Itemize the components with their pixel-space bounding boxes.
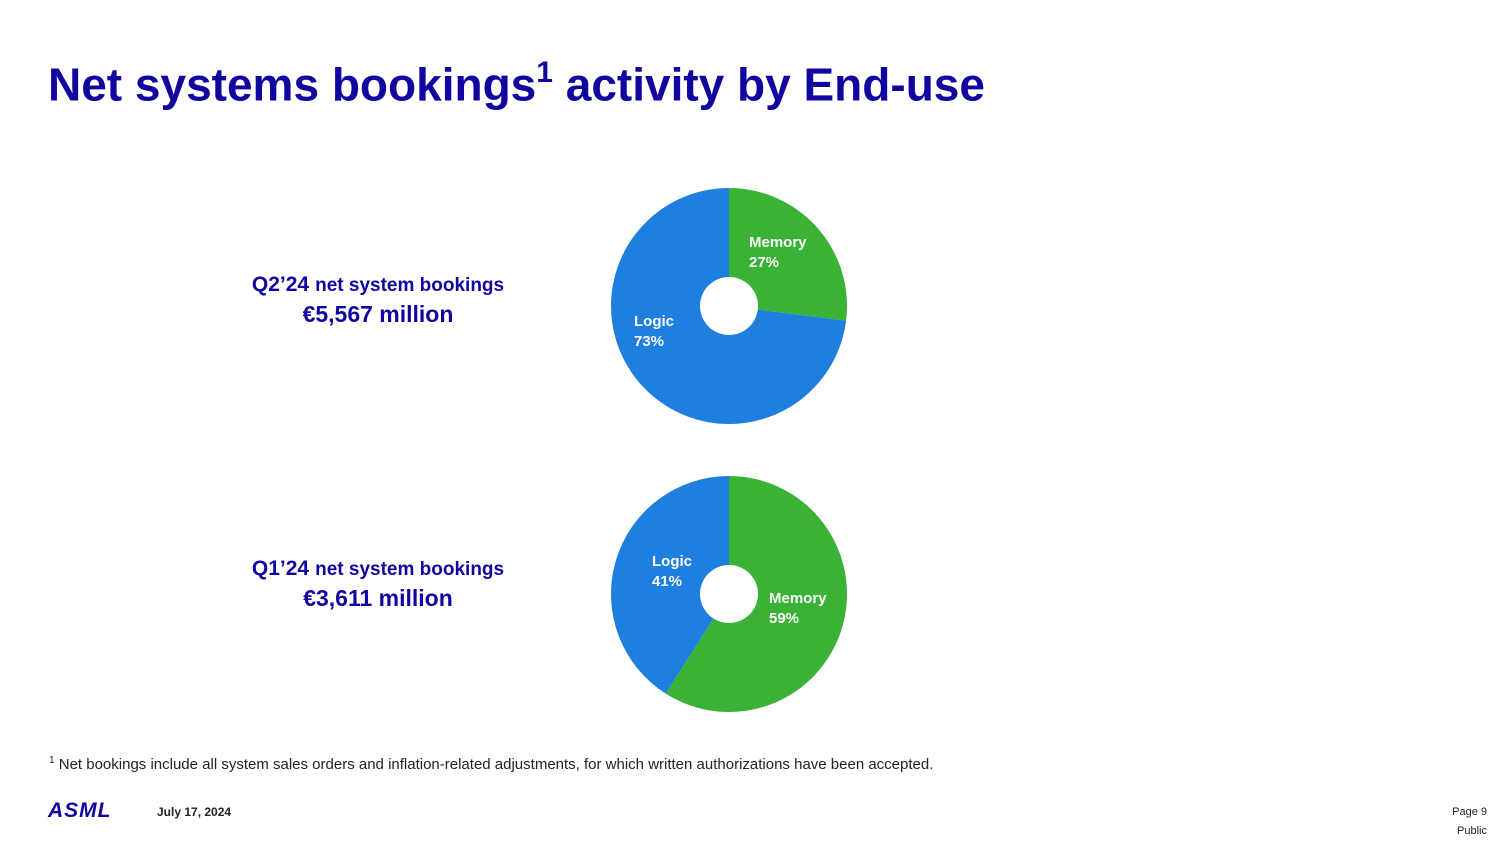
q1-bookings-caption: Q1’24 net system bookings €3,611 million [228,557,528,612]
q2-slice-label-logic: Logic [634,313,674,330]
footnote: 1 Net bookings include all system sales … [49,755,934,773]
title-footnote-marker: 1 [536,56,553,89]
page-number: Page 9 [1452,806,1487,818]
q2-total-amount: €5,567 million [302,301,454,327]
footer-date: July 17, 2024 [157,805,232,819]
q1-slice-label-logic: Logic [652,553,692,570]
q2-slice-label-memory: Memory [749,234,807,251]
q2-quarter-label: Q2’24 [251,273,310,296]
q1-slice-logic [611,476,729,694]
q1-total-amount: €3,611 million [303,585,453,611]
q1-donut-hole [700,565,758,623]
classification-label: Public [1457,825,1487,837]
page-title: Net systems bookings1 activity by End-us… [48,56,985,111]
asml-logo: ASML [48,799,112,822]
q1-subtitle: net system bookings [315,559,505,580]
q1-quarter-label: Q1’24 [251,557,310,580]
q2-donut-chart: Memory 27% Logic 73% [611,187,847,424]
q2-slice-value-logic: 73% [634,333,664,350]
q1-slice-value-memory: 59% [769,610,799,627]
q2-slice-value-memory: 27% [749,254,779,271]
q1-donut-chart: Memory 59% Logic 41% [611,476,847,712]
q1-slice-value-logic: 41% [652,573,682,590]
q2-donut-hole [700,277,758,335]
q1-slice-label-memory: Memory [769,590,827,607]
q2-subtitle: net system bookings [315,275,505,296]
q2-bookings-caption: Q2’24 net system bookings €5,567 million [228,273,528,328]
q2-slice-memory [729,188,847,321]
